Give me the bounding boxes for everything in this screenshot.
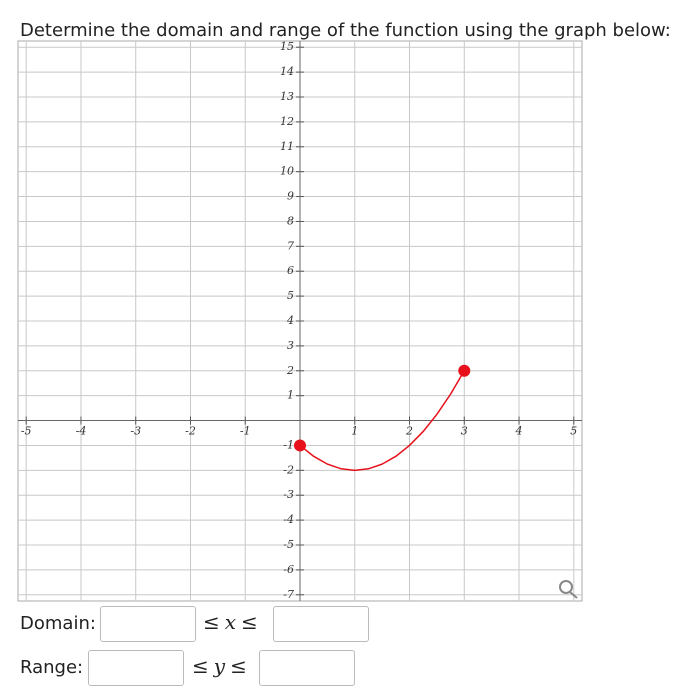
var: x: [224, 610, 237, 634]
x-tick-label: 3: [461, 425, 468, 438]
x-tick-label: 1: [351, 425, 358, 438]
y-tick-label: -6: [283, 563, 294, 576]
y-tick-label: 3: [287, 339, 294, 352]
y-tick-label: 10: [280, 165, 294, 178]
y-tick-label: 1: [287, 389, 294, 402]
range-max-input[interactable]: [259, 650, 355, 686]
closed-endpoint: [458, 364, 471, 377]
var: y: [213, 654, 226, 678]
x-tick-label: -2: [185, 425, 196, 438]
domain-min-input[interactable]: [100, 606, 196, 642]
y-tick-label: 5: [287, 289, 294, 302]
zoom-icon[interactable]: [559, 580, 578, 599]
x-tick-label: -5: [21, 425, 32, 438]
y-tick-label: 13: [280, 90, 294, 103]
x-tick-label: -1: [240, 425, 251, 438]
y-tick-label: 14: [280, 65, 294, 78]
y-tick-label: -7: [283, 588, 294, 601]
le: ≤: [203, 610, 220, 634]
y-tick-label: -5: [283, 538, 294, 551]
le: ≤: [192, 654, 209, 678]
y-tick-label: -3: [283, 488, 294, 501]
y-tick-label: 8: [287, 214, 294, 227]
question: Determine the domain and range of the fu…: [20, 20, 671, 41]
y-tick-label: -2: [283, 463, 294, 476]
y-tick-label: 15: [280, 40, 294, 53]
y-tick-label: 11: [280, 140, 294, 153]
range-min-input[interactable]: [88, 650, 184, 686]
domain-max-input[interactable]: [273, 606, 369, 642]
x-tick-label: -4: [76, 425, 87, 438]
y-tick-label: 6: [287, 264, 294, 277]
domain-label: Domain:: [20, 613, 96, 634]
y-tick-label: 2: [286, 364, 294, 377]
y-tick-label: 9: [287, 190, 294, 203]
graph: -5 -4 -3 -2 -1 1 2 3 4 5-7-6-5-4-3-2-112345678910…: [17, 40, 583, 602]
x-tick-label: 4: [515, 425, 523, 438]
y-tick-label: 7: [287, 239, 294, 252]
x-tick-label: -3: [130, 425, 141, 438]
function-curve: [299, 370, 465, 472]
y-tick-label: -1: [283, 438, 294, 451]
le: ≤: [241, 610, 258, 634]
x-tick-label: 2: [405, 425, 413, 438]
range-relation: ≤ y ≤: [192, 654, 247, 678]
le: ≤: [230, 654, 247, 678]
range-label: Range:: [20, 657, 84, 678]
y-tick-label: 12: [280, 115, 294, 128]
domain-relation: ≤ x ≤: [203, 610, 258, 634]
y-tick-label: 4: [286, 314, 294, 327]
closed-endpoint: [294, 439, 306, 452]
y-tick-label: -4: [283, 513, 294, 526]
x-tick-label: 5: [570, 425, 577, 438]
